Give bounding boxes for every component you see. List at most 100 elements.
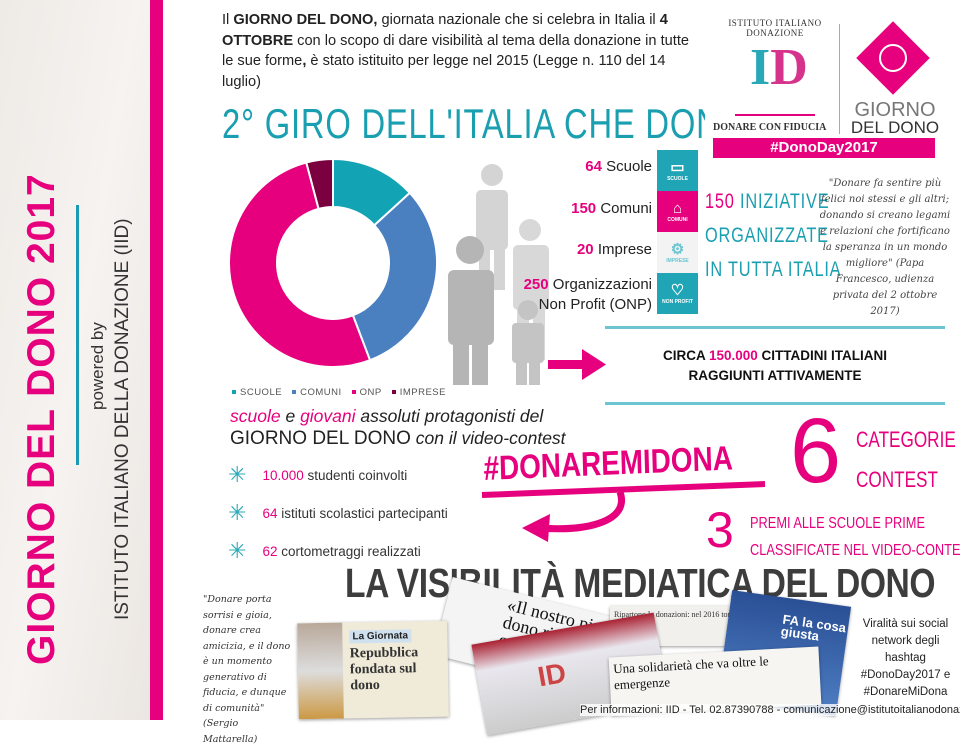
categories-label: CATEGORIE CONTEST — [856, 420, 956, 500]
legend-label: ONP — [359, 387, 382, 398]
stat-label: Non Profit (ONP) — [538, 296, 652, 313]
tile-non-profit: ♡ NON PROFIT — [657, 273, 698, 314]
bullet-text: istituti scolastici partecipanti — [277, 505, 448, 521]
clipping-title: Una solidarietà che va oltre le emergenz… — [612, 653, 769, 693]
donut-slice-onp — [228, 161, 372, 368]
tile-imprese: ⚙ IMPRESE — [657, 232, 698, 273]
stat-onp: 250 Organizzazioni Non Profit (ONP) — [524, 275, 652, 315]
prizes-line: PREMI ALLE SCUOLE PRIME — [750, 515, 925, 532]
prizes-number: 3 — [706, 502, 734, 558]
legend-swatch — [292, 390, 297, 395]
legend-label: IMPRESE — [399, 387, 446, 398]
logo-giorno: GIORNO — [854, 99, 936, 121]
reach-number: 150.000 — [708, 348, 758, 363]
contest-word: GIORNO DEL DONO — [230, 428, 411, 449]
bullet-number: 62 — [262, 543, 278, 559]
initiatives-label: ORGANIZZATE — [705, 224, 829, 247]
stat-scuole: 64 Scuole — [585, 158, 652, 175]
stat-number: 250 — [523, 276, 549, 293]
asterisk-icon: ✳ — [228, 538, 247, 563]
curved-arrow-icon — [481, 481, 766, 542]
reach-pre: CIRCA — [662, 348, 709, 363]
logo-line — [735, 114, 815, 116]
initiatives-number: 150 — [705, 190, 735, 213]
intro-bold: , — [302, 53, 307, 69]
contest-word: con il video-contest — [410, 428, 566, 448]
stat-label: Comuni — [600, 200, 652, 217]
stat-imprese: 20 Imprese — [577, 241, 652, 258]
intro-bold: 4 OTTOBRE — [222, 12, 668, 49]
asterisk-icon: ✳ — [228, 462, 247, 487]
intro-text: è stato istituito per legge nel 2015 (Le… — [222, 53, 666, 90]
donut-slice-imprese — [305, 157, 334, 211]
mattarella-quote: "Donare porta sorrisi e gioia, donare cr… — [203, 594, 291, 745]
tile-label: SCUOLE — [667, 175, 688, 182]
logo-arc-text: ISTITUTO ITALIANO DONAZIONE — [728, 18, 822, 38]
vertical-title: GIORNO DEL DONO 2017 — [20, 173, 63, 665]
people-silhouettes-icon — [448, 164, 549, 385]
prizes-line: CLASSIFICATE NEL VIDEO-CONTEST — [750, 542, 960, 559]
tile-scuole: ▭ SCUOLE — [657, 150, 698, 191]
initiatives-label: INIZIATIVE — [740, 190, 830, 213]
clipping-header: La Giornata — [349, 629, 412, 644]
logo-separator — [839, 24, 840, 134]
reach-text: CIRCA 150.000 CITTADINI ITALIANI RAGGIUNT… — [605, 346, 945, 386]
building-icon: ⌂ — [672, 199, 683, 217]
monogram-i: I — [750, 39, 771, 96]
powered-by-label: powered by — [88, 322, 107, 410]
tile-label: NON PROFIT — [662, 298, 693, 305]
logo-tagline: DONARE CON FIDUCIA — [713, 122, 827, 133]
pope-quote: "Donare fa sentire più felici noi stessi… — [819, 178, 951, 317]
clipping-title: FA la cosa giusta — [780, 611, 847, 644]
monogram-d: D — [770, 39, 808, 96]
bullet-text: studenti coinvolti — [303, 467, 408, 483]
categories-line: CATEGORIE — [856, 427, 956, 452]
stat-comuni: 150 Comuni — [571, 200, 652, 217]
stat-label: Scuole — [606, 158, 652, 175]
institute-name: ISTITUTO ITALIANO DELLA DONAZIONE (IID) — [112, 218, 133, 620]
sidebar-banner: GIORNO DEL DONO 2017 powered by ISTITUTO… — [0, 0, 150, 720]
clipping-photo — [297, 622, 344, 720]
iid-monogram: ID — [750, 42, 808, 94]
divider-line — [76, 205, 79, 465]
stat-number: 150 — [571, 200, 597, 217]
stat-number: 20 — [576, 241, 594, 258]
contest-word: assoluti protagonisti del — [355, 406, 544, 426]
clipping-title: Repubblica fondata sul dono — [349, 645, 419, 694]
gears-icon: ⚙ — [670, 240, 685, 258]
heart-icon: ♡ — [670, 281, 685, 299]
bullet-number: 10.000 — [262, 467, 304, 483]
arrow-right-icon — [548, 349, 606, 380]
bullet-item: ✳ 62 cortometraggi realizzati — [228, 538, 421, 563]
prizes-label: PREMI ALLE SCUOLE PRIME CLASSIFICATE NEL … — [750, 510, 960, 564]
divider-line — [605, 402, 945, 405]
legend-label: COMUNI — [300, 387, 342, 398]
contest-word: e — [280, 406, 301, 426]
stat-label: Organizzazioni — [552, 276, 652, 293]
virality-text: Viralità sui social network degli hashta… — [860, 618, 951, 698]
bullet-text: cortometraggi realizzati — [277, 543, 421, 559]
legend-item-comuni: COMUNI — [292, 387, 342, 398]
asterisk-icon: ✳ — [228, 500, 247, 525]
stat-number: 64 — [585, 158, 602, 175]
legend-swatch — [391, 390, 396, 395]
contest-word: scuole — [230, 406, 281, 426]
bullet-item: ✳ 10.000 studenti coinvolti — [228, 462, 408, 487]
donut-slice-comuni — [351, 191, 438, 362]
reach-post: CITTADINI ITALIANI — [757, 348, 888, 363]
book-icon: ▭ — [670, 158, 685, 176]
legend-item-onp: ONP — [351, 387, 382, 398]
initiatives-label: IN TUTTA ITALIA — [705, 258, 842, 281]
intro-paragraph: Il GIORNO DEL DONO, giornata nazionale c… — [222, 10, 692, 92]
logo-block: ISTITUTO ITALIANO DONAZIONE ID DONARE CO… — [705, 10, 945, 158]
media-title: LA VISIBILITÀ MEDIATICA DEL DONO — [345, 560, 936, 606]
intro-text: Il — [222, 12, 234, 28]
initiatives-text: 150 INIZIATIVE ORGANIZZATE IN TUTTA ITALIA — [705, 185, 841, 287]
newspaper-clipping: La Giornata Repubblica fondata sul dono — [297, 620, 449, 720]
legend-item-scuole: SCUOLE — [232, 387, 282, 398]
dono-day-hashtag: #DonoDay2017 — [713, 138, 935, 158]
section-title: 2° GIRO DELL'ITALIA CHE DONA — [222, 100, 744, 147]
stat-label: Imprese — [597, 241, 652, 258]
legend-item-imprese: IMPRESE — [391, 387, 446, 398]
legend-label: SCUOLE — [240, 387, 283, 398]
